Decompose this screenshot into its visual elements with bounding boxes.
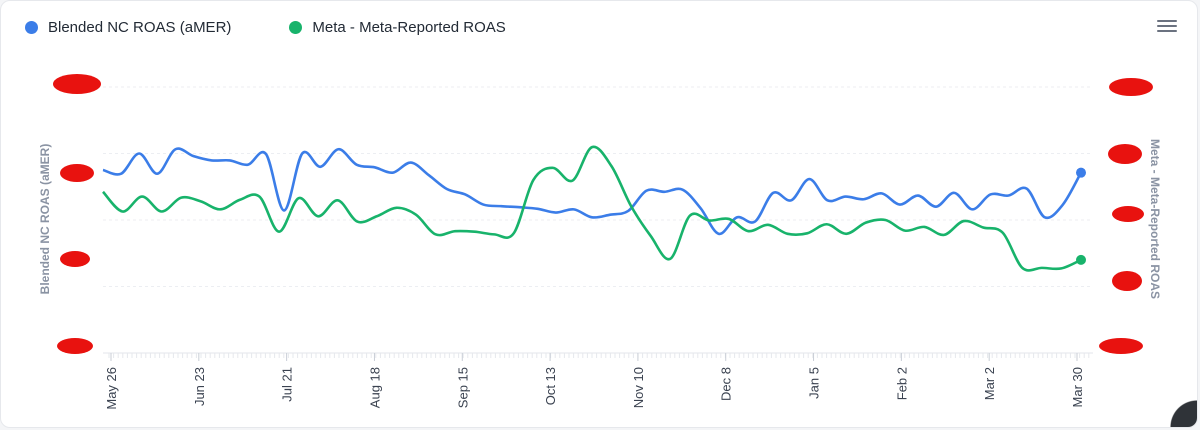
redaction-blob: [57, 338, 93, 354]
series-endpoint-meta[interactable]: [1076, 254, 1086, 265]
series-endpoint-blended[interactable]: [1076, 167, 1086, 178]
redaction-blob: [1099, 338, 1143, 354]
legend-dot-blended: [25, 21, 38, 34]
x-tick-label: Aug 18: [367, 367, 382, 408]
redaction-blob: [1109, 78, 1153, 96]
legend-label-blended: Blended NC ROAS (aMER): [48, 19, 232, 36]
chart-legend: Blended NC ROAS (aMER) Meta - Meta-Repor…: [25, 19, 506, 36]
legend-item-meta[interactable]: Meta - Meta-Reported ROAS: [289, 19, 506, 36]
x-tick-label: May 26: [104, 367, 119, 410]
x-tick-label: Mar 30: [1070, 367, 1085, 407]
y-axis-right-title: Meta - Meta-Reported ROAS: [1148, 139, 1162, 299]
corner-overlay: [1137, 387, 1197, 427]
x-tick-label: Jan 5: [807, 367, 822, 399]
x-tick-label: Feb 2: [894, 367, 909, 400]
redaction-blob: [60, 164, 94, 182]
x-tick-label: Dec 8: [719, 367, 734, 401]
legend-label-meta: Meta - Meta-Reported ROAS: [312, 19, 506, 36]
y-axis-left-title: Blended NC ROAS (aMER): [38, 144, 52, 295]
series-lines: [102, 145, 1086, 272]
x-tick-label: Oct 13: [543, 367, 558, 405]
x-tick-label: Sep 15: [455, 367, 470, 408]
redaction-blob: [60, 251, 90, 267]
x-tick-label: Jul 21: [280, 367, 295, 402]
hamburger-menu-icon[interactable]: [1157, 17, 1177, 33]
redaction-marks: [53, 74, 1153, 354]
series-line-meta[interactable]: [102, 145, 1082, 272]
redaction-blob: [1112, 206, 1144, 222]
grid-lines: [103, 86, 1093, 354]
redaction-blob: [1108, 144, 1142, 164]
series-line-blended[interactable]: [102, 147, 1083, 236]
x-tick-label: Nov 10: [631, 367, 646, 408]
x-tick-label: Mar 2: [982, 367, 997, 400]
redaction-blob: [53, 74, 101, 94]
legend-dot-meta: [289, 21, 303, 34]
redaction-blob: [1112, 271, 1142, 291]
x-axis: May 26 Jun 23 Jul 21 Aug 18 Sep 15 Oct 13 Nov …: [104, 353, 1090, 410]
legend-item-blended[interactable]: Blended NC ROAS (aMER): [25, 19, 231, 36]
x-tick-label: Jun 23: [192, 367, 207, 406]
